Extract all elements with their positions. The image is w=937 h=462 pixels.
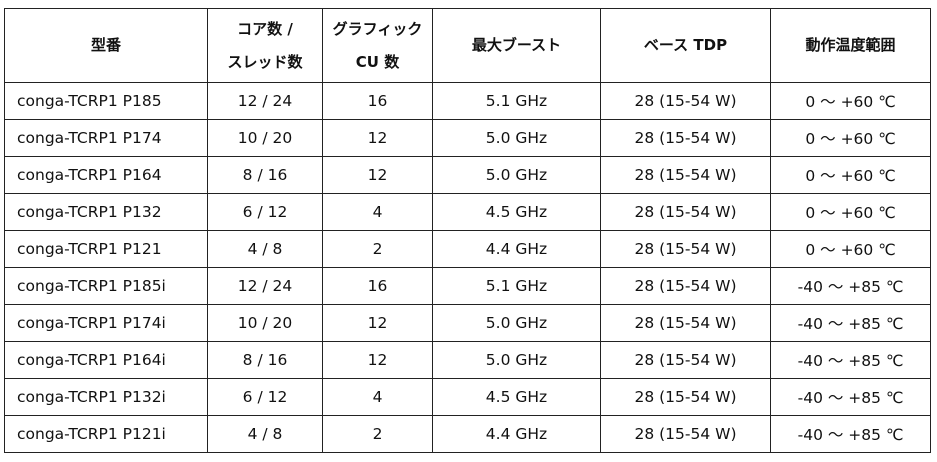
cell-gpu-cu: 16 <box>322 82 433 120</box>
cell-gpu-cu: 12 <box>322 119 433 157</box>
cell-max-boost: 5.1 GHz <box>432 82 601 120</box>
cell-model: conga-TCRP1 P164i <box>4 341 208 379</box>
table-row: conga-TCRP1 P121 4 / 8 2 4.4 GHz 28 (15-54 W… <box>4 230 931 268</box>
cell-max-boost: 5.0 GHz <box>432 119 601 157</box>
cell-gpu-cu: 4 <box>322 378 433 416</box>
table-row: conga-TCRP1 P185i 12 / 24 16 5.1 GHz 28 (15-… <box>4 267 931 305</box>
header-text: 型番 <box>90 36 121 54</box>
table-row: conga-TCRP1 P132i 6 / 12 4 4.5 GHz 28 (15-54… <box>4 378 931 416</box>
cell-max-boost: 5.0 GHz <box>432 156 601 194</box>
cell-base-tdp: 28 (15-54 W) <box>600 304 771 342</box>
cell-temp-range: -40 ～ +85 ℃ <box>770 378 931 416</box>
cell-base-tdp: 28 (15-54 W) <box>600 267 771 305</box>
cell-gpu-cu: 12 <box>322 156 433 194</box>
header-text: スレッド数 <box>227 52 303 71</box>
cell-temp-range: -40 ～ +85 ℃ <box>770 341 931 379</box>
cell-gpu-cu: 16 <box>322 267 433 305</box>
cell-cores-threads: 12 / 24 <box>207 267 323 305</box>
header-text: ベース TDP <box>643 36 728 54</box>
table-row: conga-TCRP1 P174 10 / 20 12 5.0 GHz 28 (15-5… <box>4 119 931 157</box>
header-gpu-cu: グラフィック CU 数 <box>322 8 433 83</box>
cell-cores-threads: 10 / 20 <box>207 119 323 157</box>
cell-temp-range: -40 ～ +85 ℃ <box>770 267 931 305</box>
cell-temp-range: -40 ～ +85 ℃ <box>770 304 931 342</box>
cell-temp-range: 0 ～ +60 ℃ <box>770 156 931 194</box>
header-text: CU 数 <box>355 52 400 71</box>
cell-gpu-cu: 12 <box>322 304 433 342</box>
cell-cores-threads: 6 / 12 <box>207 378 323 416</box>
cell-gpu-cu: 4 <box>322 193 433 231</box>
cell-cores-threads: 4 / 8 <box>207 415 323 453</box>
cell-max-boost: 4.5 GHz <box>432 193 601 231</box>
header-model: 型番 <box>4 8 208 83</box>
cell-base-tdp: 28 (15-54 W) <box>600 341 771 379</box>
cell-gpu-cu: 2 <box>322 415 433 453</box>
cell-cores-threads: 10 / 20 <box>207 304 323 342</box>
cell-gpu-cu: 12 <box>322 341 433 379</box>
cell-cores-threads: 8 / 16 <box>207 341 323 379</box>
cell-temp-range: 0 ～ +60 ℃ <box>770 230 931 268</box>
cell-base-tdp: 28 (15-54 W) <box>600 378 771 416</box>
cell-model: conga-TCRP1 P174 <box>4 119 208 157</box>
header-text: 動作温度範囲 <box>805 36 896 54</box>
cell-base-tdp: 28 (15-54 W) <box>600 156 771 194</box>
header-cores-threads: コア数 / スレッド数 <box>207 8 323 83</box>
cell-temp-range: -40 ～ +85 ℃ <box>770 415 931 453</box>
cell-cores-threads: 8 / 16 <box>207 156 323 194</box>
cell-model: conga-TCRP1 P174i <box>4 304 208 342</box>
table-row: conga-TCRP1 P132 6 / 12 4 4.5 GHz 28 (15-54 … <box>4 193 931 231</box>
header-base-tdp: ベース TDP <box>600 8 771 83</box>
cell-max-boost: 5.0 GHz <box>432 341 601 379</box>
cell-temp-range: 0 ～ +60 ℃ <box>770 82 931 120</box>
header-text: コア数 / <box>237 19 293 38</box>
cell-temp-range: 0 ～ +60 ℃ <box>770 193 931 231</box>
cell-gpu-cu: 2 <box>322 230 433 268</box>
cell-model: conga-TCRP1 P132i <box>4 378 208 416</box>
cell-cores-threads: 6 / 12 <box>207 193 323 231</box>
header-row: 型番 コア数 / スレッド数 グラフィック CU 数 最大ブースト ベース TDP 動作温度範… <box>4 8 931 83</box>
cell-max-boost: 4.4 GHz <box>432 415 601 453</box>
cell-cores-threads: 12 / 24 <box>207 82 323 120</box>
header-text: グラフィック <box>332 19 423 38</box>
table-row: conga-TCRP1 P121i 4 / 8 2 4.4 GHz 28 (15-54 … <box>4 415 931 453</box>
cell-base-tdp: 28 (15-54 W) <box>600 415 771 453</box>
cell-max-boost: 5.1 GHz <box>432 267 601 305</box>
cell-base-tdp: 28 (15-54 W) <box>600 82 771 120</box>
cell-model: conga-TCRP1 P121 <box>4 230 208 268</box>
cell-cores-threads: 4 / 8 <box>207 230 323 268</box>
table-row: conga-TCRP1 P174i 10 / 20 12 5.0 GHz 28 (15-… <box>4 304 931 342</box>
cell-model: conga-TCRP1 P185i <box>4 267 208 305</box>
table-row: conga-TCRP1 P185 12 / 24 16 5.1 GHz 28 (15-5… <box>4 82 931 120</box>
table-row: conga-TCRP1 P164 8 / 16 12 5.0 GHz 28 (15-54… <box>4 156 931 194</box>
cell-max-boost: 5.0 GHz <box>432 304 601 342</box>
cell-temp-range: 0 ～ +60 ℃ <box>770 119 931 157</box>
header-text: 最大ブースト <box>471 36 562 54</box>
header-temp-range: 動作温度範囲 <box>770 8 931 83</box>
cell-max-boost: 4.4 GHz <box>432 230 601 268</box>
cell-base-tdp: 28 (15-54 W) <box>600 193 771 231</box>
spec-table: 型番 コア数 / スレッド数 グラフィック CU 数 最大ブースト ベース TDP 動作温度範… <box>4 8 931 453</box>
cell-model: conga-TCRP1 P132 <box>4 193 208 231</box>
cell-base-tdp: 28 (15-54 W) <box>600 230 771 268</box>
cell-max-boost: 4.5 GHz <box>432 378 601 416</box>
cell-base-tdp: 28 (15-54 W) <box>600 119 771 157</box>
cell-model: conga-TCRP1 P121i <box>4 415 208 453</box>
cell-model: conga-TCRP1 P185 <box>4 82 208 120</box>
cell-model: conga-TCRP1 P164 <box>4 156 208 194</box>
table-row: conga-TCRP1 P164i 8 / 16 12 5.0 GHz 28 (15-5… <box>4 341 931 379</box>
header-max-boost: 最大ブースト <box>432 8 601 83</box>
